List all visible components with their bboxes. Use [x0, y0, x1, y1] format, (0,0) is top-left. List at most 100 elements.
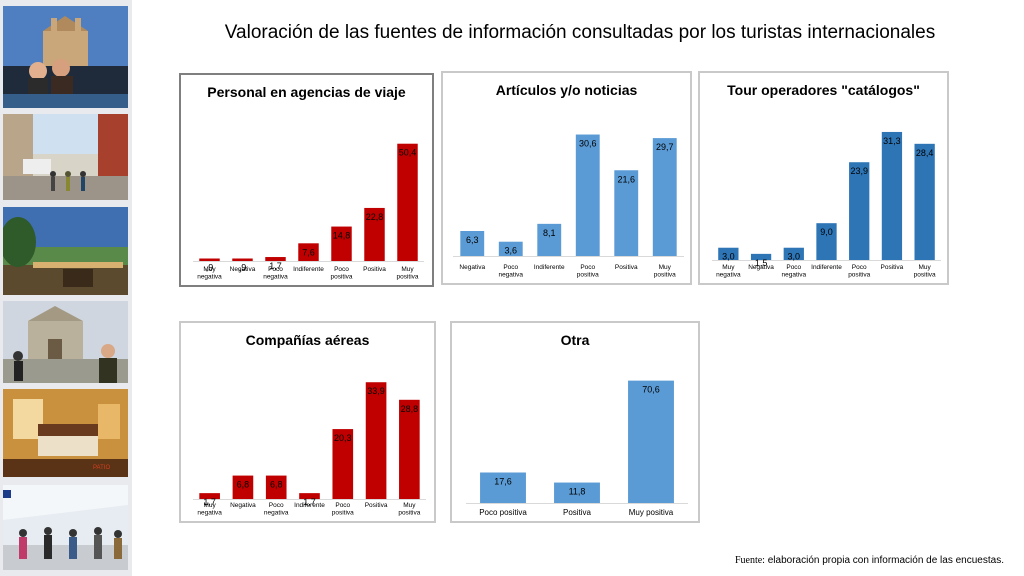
- category-label: Poco negativa: [263, 266, 288, 281]
- chart-title: Compañías aéreas: [245, 332, 370, 348]
- bar: [399, 399, 420, 499]
- data-label: ,9: [206, 263, 214, 273]
- bar: [232, 475, 254, 499]
- category-label: Indiferente: [294, 502, 325, 509]
- bar: [331, 226, 352, 261]
- bar: [299, 493, 320, 499]
- category-label: Muy positiva: [629, 508, 674, 517]
- bar: [397, 143, 418, 261]
- category-label: Muy negativa: [197, 502, 222, 517]
- bar: [575, 134, 600, 256]
- main-title: Valoración de las fuentes de información…: [224, 22, 936, 43]
- category-label: Indiferente: [293, 266, 324, 273]
- source-prefix: Fuente:: [734, 555, 765, 566]
- data-label: 23,9: [850, 166, 868, 176]
- data-label: 1,7: [303, 497, 316, 507]
- bar: [265, 257, 286, 261]
- chart-panel-agencias: Personal en agencias de viaje ,9 Muy negat…: [179, 73, 434, 287]
- bar: [364, 207, 385, 261]
- category-label: Muy positiva: [914, 264, 936, 279]
- category-label: Negativa: [748, 264, 774, 271]
- data-label: 11,8: [569, 487, 586, 497]
- data-label: 8,1: [543, 228, 556, 238]
- category-label: Positiva: [615, 264, 638, 271]
- data-label: 30,6: [579, 139, 597, 149]
- category-label: Muy negativa: [716, 264, 741, 279]
- bar: [554, 482, 600, 503]
- bar: [718, 247, 739, 260]
- bar: [750, 253, 772, 260]
- bar: [881, 131, 903, 260]
- bar: [914, 143, 935, 260]
- chart-panel-tour: Tour operadores "catálogos" 3,0 Muy negati…: [698, 71, 949, 285]
- data-label: 14,8: [333, 231, 351, 241]
- data-label: 3,0: [722, 252, 735, 262]
- data-label: 1,7: [203, 497, 216, 507]
- photo-terrace: [3, 207, 128, 295]
- category-label: Poco positiva: [479, 508, 527, 517]
- chart-panel-otra: Otra 17,6 Poco positiva 11,8 Positiva 70,6 Mu…: [450, 321, 700, 523]
- category-label: Muy negativa: [197, 266, 222, 281]
- bar: [480, 472, 526, 503]
- bar: [537, 223, 562, 256]
- data-label: 1,7: [269, 261, 282, 271]
- category-label: Poco positiva: [332, 502, 354, 517]
- category-label: Muy positiva: [398, 502, 420, 517]
- category-label: Negativa: [459, 264, 485, 271]
- category-label: Positiva: [363, 266, 386, 273]
- photo-rooftop-pool: [3, 6, 128, 108]
- chart-title: Otra: [560, 332, 590, 348]
- photo-strip: PATIO: [0, 0, 132, 576]
- bar: [232, 258, 253, 261]
- chart-panel-articulos: Artículos y/o noticias 6,3 Negativa 3,6 Poc…: [441, 71, 692, 285]
- photo-street: [3, 114, 128, 200]
- bar: [783, 247, 804, 260]
- category-label: Muy positiva: [396, 266, 418, 281]
- chart-title: Personal en agencias de viaje: [207, 84, 406, 100]
- category-label: Positiva: [563, 508, 592, 517]
- source-note: Fuente: elaboración propia con informaci…: [735, 555, 1004, 566]
- category-label: Negativa: [230, 266, 256, 273]
- chart-panel-aereas: Compañías aéreas 1,7 Muy negativa 6,8 Negati…: [179, 321, 436, 523]
- category-label: Poco positiva: [330, 266, 352, 281]
- category-label: Poco negativa: [498, 264, 523, 279]
- data-label: 7,6: [302, 247, 315, 257]
- data-label: 70,6: [642, 385, 660, 395]
- svg-text:PATIO: PATIO: [93, 465, 110, 471]
- category-label: Muy positiva: [654, 264, 676, 279]
- data-label: ,9: [239, 263, 247, 273]
- data-label: 6,8: [270, 480, 283, 490]
- data-label: 22,8: [366, 212, 384, 222]
- data-label: 1,5: [755, 258, 768, 268]
- source-text: elaboración propia con información de la…: [764, 555, 1004, 566]
- bar: [298, 243, 319, 261]
- bar: [652, 138, 677, 256]
- data-label: 6,8: [237, 480, 250, 490]
- bar: [816, 223, 837, 260]
- bar: [365, 382, 387, 499]
- data-label: 20,3: [334, 433, 352, 443]
- category-label: Poco negativa: [264, 502, 289, 517]
- bar: [265, 475, 287, 499]
- category-label: Indiferente: [811, 264, 842, 271]
- data-label: 50,4: [399, 148, 417, 158]
- category-label: Poco positiva: [577, 264, 599, 279]
- chart-title: Tour operadores "catálogos": [727, 82, 920, 98]
- category-label: Indiferente: [534, 264, 565, 271]
- chart-articulos: 6,3 Negativa 3,6 Poco negativa 8,1 Indiferente…: [453, 134, 684, 279]
- chart-otra: 17,6 Poco positiva 11,8 Positiva 70,6 Muy pos…: [466, 380, 688, 517]
- data-label: 31,3: [883, 136, 901, 146]
- data-label: 17,6: [494, 476, 512, 486]
- chart-title: Artículos y/o noticias: [495, 82, 638, 98]
- category-label: Poco positiva: [848, 264, 870, 279]
- data-label: 3,0: [788, 252, 801, 262]
- data-label: 9,0: [820, 227, 833, 237]
- category-label: Poco negativa: [781, 264, 806, 279]
- bar: [614, 170, 639, 256]
- bar: [199, 258, 220, 261]
- category-label: Negativa: [230, 502, 256, 509]
- data-label: 21,6: [617, 174, 635, 184]
- data-label: 3,6: [504, 246, 517, 256]
- category-label: Positiva: [881, 264, 904, 271]
